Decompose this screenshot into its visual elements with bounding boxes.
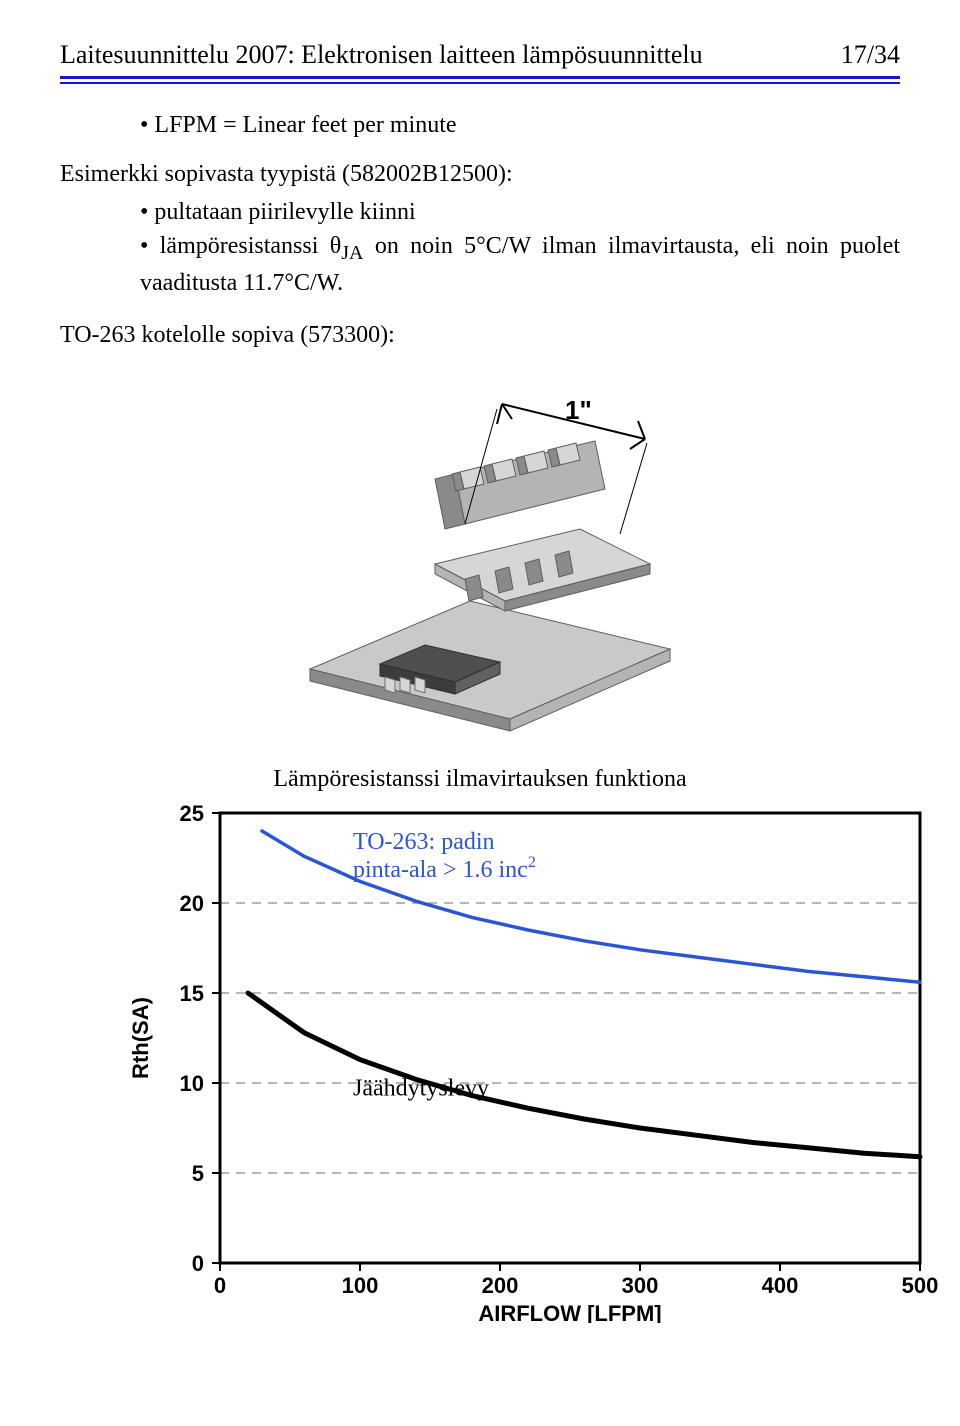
example-intro: Esimerkki sopivasta tyypistä (582002B125… — [60, 161, 900, 188]
second-line: TO-263 kotelolle sopiva (573300): — [60, 322, 900, 349]
svg-text:5: 5 — [192, 1161, 204, 1186]
heatsink-figure: 1" — [60, 379, 900, 744]
svg-text:TO-263: padin: TO-263: padin — [353, 829, 495, 855]
example-bullet-1: lämpöresistanssi θJA on noin 5°C/W ilman… — [60, 230, 900, 299]
svg-text:300: 300 — [622, 1273, 659, 1298]
page-number: 17/34 — [841, 40, 900, 70]
svg-text:Rth(SA): Rth(SA) — [128, 997, 153, 1079]
svg-text:Jäähdytyslevy: Jäähdytyslevy — [353, 1075, 489, 1101]
svg-text:0: 0 — [214, 1273, 226, 1298]
header-rule-thick — [60, 76, 900, 79]
intro-bullet: LFPM = Linear feet per minute — [60, 112, 900, 139]
svg-text:20: 20 — [180, 891, 204, 916]
svg-text:200: 200 — [482, 1273, 519, 1298]
svg-text:pinta-ala > 1.6 inc2: pinta-ala > 1.6 inc2 — [353, 854, 536, 883]
svg-text:100: 100 — [342, 1273, 379, 1298]
heatsink-svg: 1" — [250, 379, 710, 739]
svg-text:500: 500 — [902, 1273, 939, 1298]
svg-text:0: 0 — [192, 1251, 204, 1276]
svg-text:15: 15 — [180, 981, 204, 1006]
svg-text:25: 25 — [180, 803, 204, 826]
chart-title: Lämpöresistanssi ilmavirtauksen funktion… — [60, 766, 900, 793]
svg-text:10: 10 — [180, 1071, 204, 1096]
svg-text:400: 400 — [762, 1273, 799, 1298]
svg-text:1": 1" — [565, 395, 592, 425]
svg-text:AIRFLOW [LFPM]: AIRFLOW [LFPM] — [478, 1301, 661, 1323]
header-rule-thin — [60, 82, 900, 84]
chart-svg: 0 5 10 15 20 25 0 100 200 300 400 500 Rth(SA) AIRFLOW… — [100, 803, 960, 1323]
example-bullet-0: pultataan piirilevylle kiinni — [60, 196, 900, 228]
page-header-title: Laitesuunnittelu 2007: Elektronisen lait… — [60, 40, 703, 70]
